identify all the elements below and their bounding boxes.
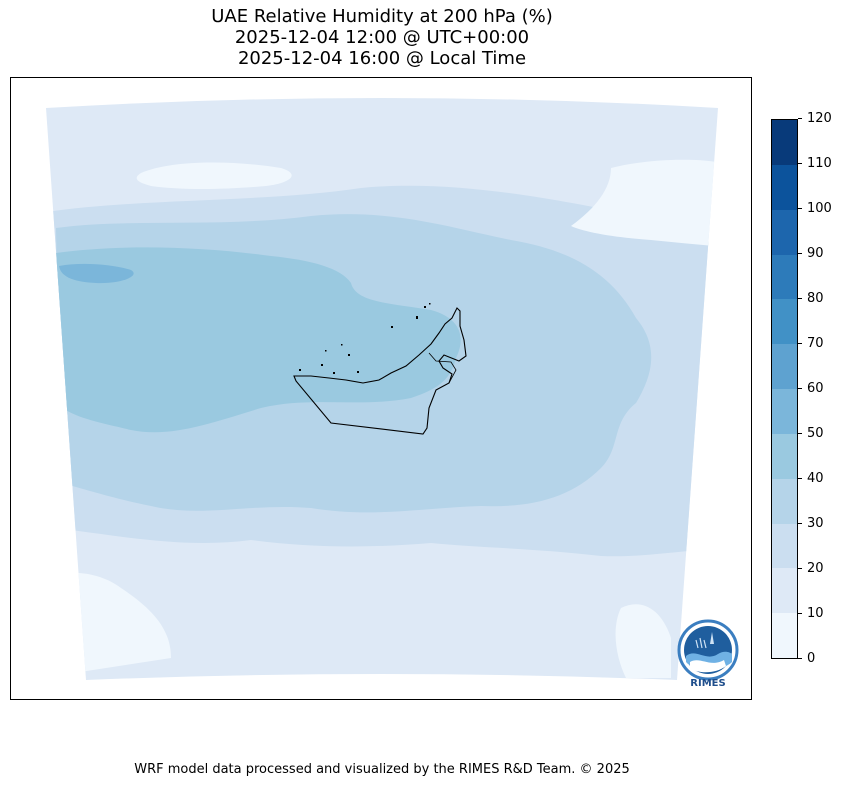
contour-0-10-north [136, 162, 292, 189]
rimes-logo-icon: RIMES [677, 619, 739, 689]
colorbar-segment-100-110 [772, 164, 797, 210]
islands [299, 303, 431, 374]
contour-50-60 [59, 263, 134, 284]
colorbar-segment-10-20 [772, 568, 797, 614]
colorbar-segment-0-10 [772, 613, 797, 658]
colorbar-segment-20-30 [772, 523, 797, 569]
colorbar-tick-60: 60 [798, 382, 844, 396]
colorbar-tick-110: 110 [798, 157, 844, 171]
colorbar-tick-120: 120 [798, 112, 844, 126]
colorbar-segment-40-50 [772, 433, 797, 479]
contour-40-50 [56, 247, 461, 433]
colorbar-tick-10: 10 [798, 607, 844, 621]
colorbar [771, 119, 798, 659]
colorbar-tick-80: 80 [798, 292, 844, 306]
colorbar-segment-80-90 [772, 254, 797, 300]
colorbar-segment-90-100 [772, 209, 797, 255]
colorbar-segment-50-60 [772, 389, 797, 434]
colorbar-tick-50: 50 [798, 427, 844, 441]
uae-border [293, 307, 467, 435]
colorbar-segment-60-70 [772, 344, 797, 390]
contour-0-10-southeast [615, 604, 671, 678]
colorbar-segment-30-40 [772, 478, 797, 524]
contour-0-10-northeast [571, 159, 718, 248]
chart-title: UAE Relative Humidity at 200 hPa (%) 202… [10, 6, 754, 69]
colorbar-labels: 0 10 20 30 40 50 60 70 80 90 100 110 120 [798, 112, 844, 666]
colorbar-tick-20: 20 [798, 562, 844, 576]
title-line-1: UAE Relative Humidity at 200 hPa (%) [211, 6, 553, 27]
colorbar-tick-70: 70 [798, 337, 844, 351]
uae-internal-border [428, 352, 457, 384]
map-canvas [46, 98, 718, 680]
colorbar-segment-70-80 [772, 299, 797, 345]
colorbar-tick-100: 100 [798, 202, 844, 216]
map-frame [10, 77, 752, 700]
title-line-3: 2025-12-04 16:00 @ Local Time [237, 48, 527, 69]
rimes-logo-text: RIMES [690, 678, 725, 689]
rimes-logo: RIMES [676, 618, 740, 690]
colorbar-tick-0: 0 [798, 652, 844, 666]
colorbar-segment-110-120 [772, 120, 797, 165]
colorbar-tick-30: 30 [798, 517, 844, 531]
credit-text: WRF model data processed and visualized … [134, 762, 630, 777]
title-line-2: 2025-12-04 12:00 @ UTC+00:00 [234, 27, 530, 48]
colorbar-tick-90: 90 [798, 247, 844, 261]
colorbar-tick-40: 40 [798, 472, 844, 486]
